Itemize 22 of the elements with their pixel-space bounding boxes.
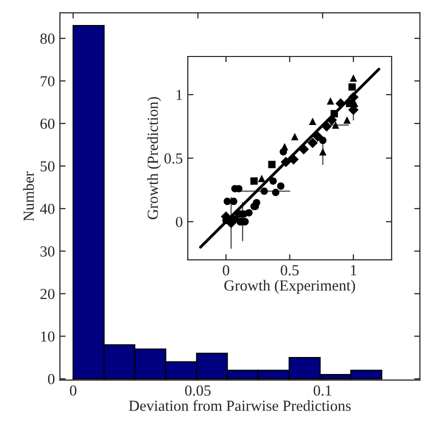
y-tick-label: 70	[40, 76, 54, 86]
x-tick-label: 0.5	[280, 265, 299, 276]
y-tick-label: 0.5	[164, 153, 182, 164]
y-tick-label: 30	[40, 246, 54, 257]
y-tick-label: 0	[48, 374, 54, 384]
y-tick-label: 40	[40, 204, 54, 214]
x-tick-label: 1	[350, 265, 356, 276]
x-tick-label: 0.1	[314, 385, 332, 396]
y-tick-label: 0	[176, 216, 182, 228]
y-axis-title: Number	[23, 172, 34, 222]
y-tick-label: 60	[40, 118, 54, 129]
x-tick-label: 0.05	[185, 385, 211, 396]
y-tick-label: 1	[176, 90, 182, 100]
y-tick-label: 20	[40, 288, 54, 300]
x-tick-label: 0	[222, 265, 230, 276]
x-tick-label: 0	[70, 385, 76, 396]
y-axis-title: Growth (Prediction)	[147, 97, 162, 220]
y-tick-label: 80	[40, 34, 54, 44]
x-axis-title: Growth (Experiment)	[224, 280, 356, 294]
y-tick-label: 10	[41, 331, 54, 342]
y-tick-label: 50	[40, 161, 54, 172]
x-axis-title: Deviation from Pairwise Predictions	[128, 400, 351, 411]
